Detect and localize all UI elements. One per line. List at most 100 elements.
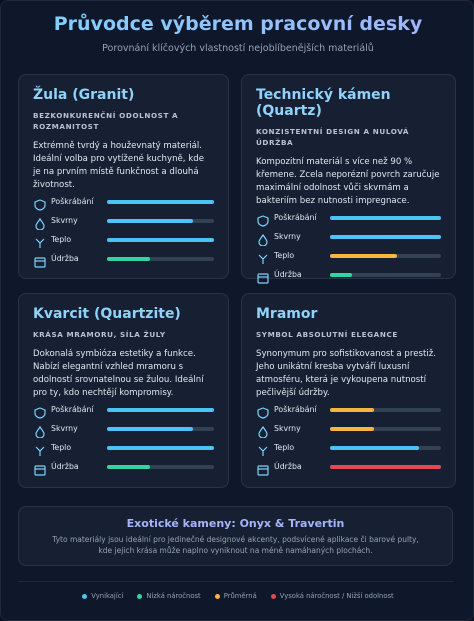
metric-label: Teplo: [51, 443, 72, 452]
metric-row: Teplo: [256, 438, 441, 457]
metric-row: Údržba: [33, 249, 214, 268]
metric-label: Skvrny: [274, 424, 301, 433]
card-title: Mramor: [256, 306, 318, 322]
metric-label: Poškrábání: [274, 213, 317, 222]
metric-label: Poškrábání: [51, 405, 94, 414]
metric-row: Údržba: [256, 457, 441, 476]
bar: [330, 215, 441, 220]
footer-title: Exotické kameny: Onyx & Travertin: [126, 517, 345, 530]
metrics: Poškrábání Skvrny Teplo Údržba: [33, 192, 214, 268]
metric-row: Teplo: [33, 438, 214, 457]
metric-icon: [256, 212, 270, 227]
bar: [107, 199, 214, 204]
card: Mramor SYMBOL ABSOLUTNÍ ELEGANCE Synonymum…: [241, 293, 456, 488]
metric-row: Skvrny: [33, 211, 214, 231]
bar-track: [330, 445, 441, 450]
metric-label: Skvrny: [51, 424, 78, 433]
card-tagline: BEZKONKURENČNÍ ODOLNOST A ROZMANITOST: [33, 111, 179, 131]
bar: [330, 253, 397, 258]
metric-row: Skvrny: [33, 419, 214, 439]
divider: [18, 581, 453, 582]
bar-track: [107, 256, 214, 261]
bar: [107, 426, 193, 431]
metric-row: Údržba: [256, 265, 441, 284]
metric-row: Poškrábání: [256, 400, 441, 419]
metric-row: Poškrábání: [33, 192, 214, 211]
card-description: Synonymum pro sofistikovanost a prestiž.…: [256, 349, 436, 398]
bar-track: [330, 253, 441, 258]
card-tagline: KONZISTENTNÍ DESIGN A NULOVÁ ÚDRŽBA: [256, 127, 410, 147]
metric-label: Poškrábání: [274, 405, 317, 414]
bar-track: [107, 199, 214, 204]
legend-item: Vynikající: [82, 592, 123, 600]
card-description: Extrémně tvrdý a houževnatý materiál. Id…: [33, 141, 204, 190]
metric-row: Skvrny: [256, 227, 441, 247]
metric-icon: [33, 253, 47, 268]
metric-icon: [33, 442, 47, 456]
bar-track: [330, 234, 441, 239]
bar: [107, 218, 193, 223]
card-title: Žula (Granit): [33, 87, 135, 103]
legend-item: Vysoká náročnost / Nižší odolnost: [270, 592, 394, 600]
bar-track: [330, 464, 441, 469]
metric-label: Skvrny: [274, 232, 301, 241]
footer-text: Tyto materiály jsou ideální pro jedinečn…: [52, 535, 419, 555]
card-description: Dokonalá symbióza estetiky a funkce. Nab…: [33, 349, 204, 398]
bar: [330, 272, 353, 277]
card-title: Kvarcit (Quartzite): [33, 306, 181, 322]
metrics: Poškrábání Skvrny Teplo Údržba: [256, 208, 441, 284]
metric-icon: [33, 423, 47, 439]
metric-row: Skvrny: [256, 419, 441, 439]
bar-track: [107, 218, 214, 223]
card-title: Technický kámen (Quartz): [256, 87, 391, 119]
metric-icon: [256, 250, 270, 264]
legend-dot: [270, 593, 276, 599]
card: Technický kámen (Quartz) KONZISTENTNÍ DES…: [241, 74, 456, 284]
metric-label: Údržba: [51, 462, 79, 471]
bar-track: [107, 426, 214, 431]
metrics: Poškrábání Skvrny Teplo Údržba: [33, 400, 214, 476]
metric-icon: [256, 461, 270, 476]
bar: [330, 234, 441, 239]
bar-track: [330, 407, 441, 412]
metric-label: Údržba: [274, 462, 302, 471]
card-tagline: KRÁSA MRAMORU, SÍLA ŽULY: [33, 330, 166, 339]
metrics: Poškrábání Skvrny Teplo Údržba: [256, 400, 441, 476]
legend-label: Vynikající: [91, 592, 124, 600]
bar-track: [107, 407, 214, 412]
card: Žula (Granit) BEZKONKURENČNÍ ODOLNOST A R…: [18, 74, 229, 279]
metric-label: Údržba: [51, 254, 79, 263]
metric-icon: [256, 231, 270, 247]
metric-row: Teplo: [256, 246, 441, 265]
bar: [107, 407, 214, 412]
legend-dot: [214, 593, 220, 599]
legend-dot: [82, 593, 88, 599]
metric-label: Teplo: [274, 443, 295, 452]
bar-track: [330, 426, 441, 431]
bar-track: [107, 464, 214, 469]
bar: [107, 464, 150, 469]
bar-track: [107, 237, 214, 242]
bar: [330, 426, 375, 431]
metric-label: Údržba: [274, 270, 302, 279]
legend-dot: [137, 593, 143, 599]
legend-item: Průměrná: [214, 592, 257, 600]
bar: [107, 445, 214, 450]
bar-track: [107, 445, 214, 450]
card-tagline: SYMBOL ABSOLUTNÍ ELEGANCE: [256, 330, 398, 339]
bar: [330, 464, 441, 469]
bar-track: [330, 272, 441, 277]
metric-row: Teplo: [33, 230, 214, 249]
metric-icon: [256, 269, 270, 284]
bar: [330, 407, 375, 412]
legend-label: Vysoká náročnost / Nižší odolnost: [279, 592, 394, 600]
metric-icon: [256, 404, 270, 419]
metric-icon: [33, 196, 47, 211]
bar-track: [330, 215, 441, 220]
metric-row: Poškrábání: [256, 208, 441, 227]
metric-label: Teplo: [274, 251, 295, 260]
metric-icon: [33, 461, 47, 476]
metric-row: Údržba: [33, 457, 214, 476]
bar: [107, 256, 150, 261]
